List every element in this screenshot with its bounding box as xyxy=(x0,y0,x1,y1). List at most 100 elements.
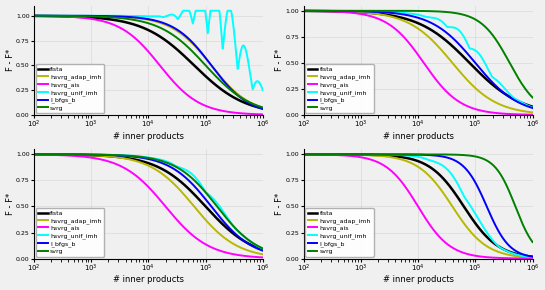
svrg xyxy=(184,44,190,48)
l_bfgs_b xyxy=(529,106,536,110)
hsvrg_ais xyxy=(300,153,307,156)
svrg xyxy=(259,106,266,109)
l_bfgs_b xyxy=(259,249,266,252)
hsvrg_ais xyxy=(89,17,96,21)
hsvrg_adap_imh xyxy=(184,196,190,200)
fista xyxy=(166,41,172,44)
svrg xyxy=(134,19,141,22)
l_bfgs_b xyxy=(435,154,442,158)
hsvrg_ais xyxy=(341,154,347,157)
Line: hsvrg_ais: hsvrg_ais xyxy=(34,16,263,114)
svrg xyxy=(435,10,442,13)
hsvrg_adap_imh xyxy=(404,160,410,163)
hsvrg_unif_imh xyxy=(341,153,347,156)
hsvrg_unif_imh xyxy=(529,106,536,109)
fista xyxy=(184,57,190,60)
hsvrg_adap_imh xyxy=(259,106,266,110)
Y-axis label: F - F*: F - F* xyxy=(5,193,15,215)
svrg xyxy=(31,153,37,156)
hsvrg_ais xyxy=(359,12,366,16)
svrg xyxy=(341,9,347,12)
fista xyxy=(453,48,460,52)
l_bfgs_b xyxy=(184,177,190,180)
Line: fista: fista xyxy=(34,16,263,108)
hsvrg_unif_imh xyxy=(473,49,479,52)
hsvrg_unif_imh xyxy=(453,27,460,30)
hsvrg_ais xyxy=(166,209,172,212)
l_bfgs_b xyxy=(341,9,347,13)
hsvrg_ais xyxy=(203,243,209,246)
hsvrg_unif_imh xyxy=(134,14,141,18)
l_bfgs_b xyxy=(473,182,479,185)
l_bfgs_b xyxy=(203,198,209,202)
Line: svrg: svrg xyxy=(34,154,263,249)
l_bfgs_b xyxy=(71,153,77,156)
svrg xyxy=(473,18,479,21)
Legend: fista, hsvrg_adap_imh, hsvrg_ais, hsvrg_unif_imh, l_bfgs_b, svrg: fista, hsvrg_adap_imh, hsvrg_ais, hsvrg_… xyxy=(36,64,104,113)
hsvrg_ais xyxy=(31,14,37,18)
hsvrg_unif_imh xyxy=(31,14,37,17)
l_bfgs_b xyxy=(300,153,307,156)
fista xyxy=(71,153,77,157)
l_bfgs_b xyxy=(359,10,366,13)
hsvrg_adap_imh xyxy=(71,153,77,157)
svrg xyxy=(89,15,96,18)
Line: svrg: svrg xyxy=(304,154,532,242)
svrg xyxy=(134,155,141,158)
hsvrg_unif_imh xyxy=(341,9,347,12)
svrg xyxy=(359,153,366,156)
hsvrg_ais xyxy=(71,15,77,19)
svrg xyxy=(71,153,77,156)
l_bfgs_b xyxy=(89,14,96,18)
svrg xyxy=(203,191,209,195)
hsvrg_adap_imh xyxy=(259,253,266,256)
hsvrg_ais xyxy=(300,9,307,13)
fista xyxy=(89,16,96,19)
X-axis label: # inner products: # inner products xyxy=(113,276,184,284)
l_bfgs_b xyxy=(341,153,347,156)
hsvrg_ais xyxy=(435,234,442,238)
hsvrg_adap_imh xyxy=(529,111,536,114)
svrg xyxy=(259,247,266,250)
Line: svrg: svrg xyxy=(34,16,263,108)
hsvrg_adap_imh xyxy=(203,219,209,222)
hsvrg_ais xyxy=(529,257,536,260)
Y-axis label: F - F*: F - F* xyxy=(275,193,284,215)
fista xyxy=(435,33,442,37)
hsvrg_unif_imh xyxy=(359,153,366,156)
fista xyxy=(359,11,366,14)
svrg xyxy=(300,9,307,12)
l_bfgs_b xyxy=(71,14,77,17)
fista xyxy=(259,248,266,251)
fista xyxy=(404,17,410,21)
l_bfgs_b xyxy=(184,35,190,39)
hsvrg_ais xyxy=(529,113,536,117)
Line: hsvrg_unif_imh: hsvrg_unif_imh xyxy=(34,154,263,249)
hsvrg_unif_imh xyxy=(31,153,37,156)
hsvrg_ais xyxy=(259,113,266,116)
fista xyxy=(31,14,37,18)
hsvrg_adap_imh xyxy=(31,153,37,156)
l_bfgs_b xyxy=(453,160,460,163)
fista xyxy=(453,194,460,197)
fista xyxy=(300,153,307,156)
hsvrg_ais xyxy=(89,156,96,160)
hsvrg_adap_imh xyxy=(359,153,366,157)
Line: l_bfgs_b: l_bfgs_b xyxy=(34,16,263,109)
hsvrg_adap_imh xyxy=(300,153,307,156)
hsvrg_ais xyxy=(203,104,209,108)
l_bfgs_b xyxy=(31,153,37,156)
Line: hsvrg_adap_imh: hsvrg_adap_imh xyxy=(304,154,532,258)
hsvrg_unif_imh xyxy=(134,155,141,158)
hsvrg_ais xyxy=(404,188,410,191)
hsvrg_adap_imh xyxy=(473,87,479,90)
hsvrg_adap_imh xyxy=(453,66,460,70)
fista xyxy=(89,153,96,157)
hsvrg_ais xyxy=(435,81,442,84)
hsvrg_ais xyxy=(404,39,410,42)
hsvrg_adap_imh xyxy=(341,153,347,156)
hsvrg_unif_imh xyxy=(435,18,442,21)
svrg xyxy=(529,240,536,244)
l_bfgs_b xyxy=(203,57,209,61)
fista xyxy=(359,153,366,156)
